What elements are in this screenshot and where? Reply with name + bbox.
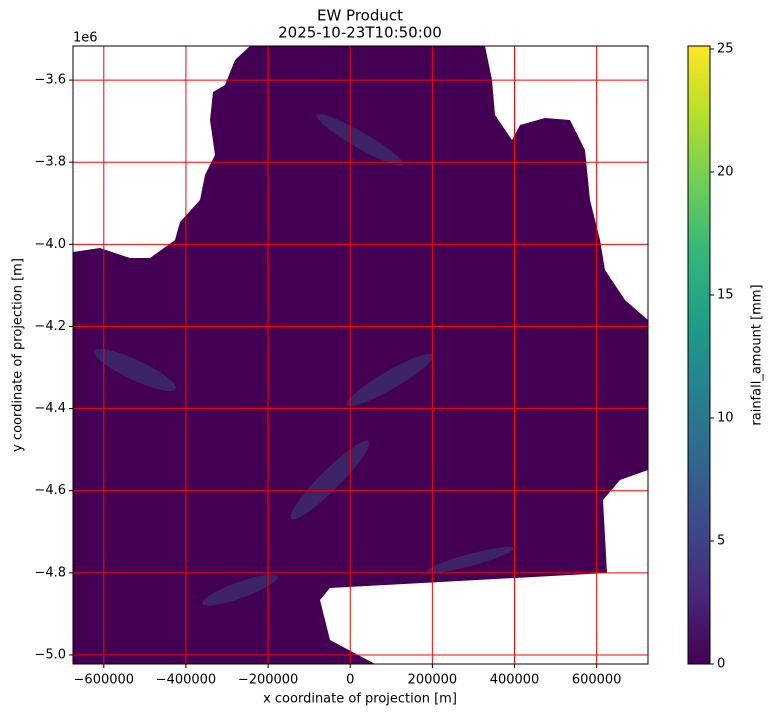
- x-tick-label: 0: [346, 673, 354, 688]
- chart-title: EW Product: [317, 7, 403, 25]
- colorbar-tick-label: 5: [717, 533, 725, 548]
- x-tick-label: 600000: [572, 673, 622, 688]
- plot-frame: [72, 45, 649, 665]
- y-tick-label: −5.0: [34, 647, 66, 662]
- y-tick-label: −4.8: [34, 565, 66, 580]
- y-axis-label: y coordinate of projection [m]: [11, 258, 26, 452]
- x-tick-label: 400000: [490, 673, 540, 688]
- y-tick-label: −3.6: [34, 73, 66, 88]
- y-offset-label: 1e6: [73, 31, 98, 46]
- colorbar-label: rainfall_amount [mm]: [750, 284, 765, 425]
- x-tick-label: −200000: [238, 673, 299, 688]
- colorbar-tick-label: 10: [717, 410, 734, 425]
- y-tick-label: −4.2: [34, 319, 66, 334]
- colorbar-tick-label: 20: [717, 164, 734, 179]
- radar-image: [73, 46, 648, 664]
- x-tick-label: −400000: [156, 673, 217, 688]
- x-axis-label: x coordinate of projection [m]: [263, 692, 457, 707]
- y-tick-label: −4.4: [34, 401, 66, 416]
- colorbar-tick-label: 15: [717, 287, 734, 302]
- y-tick-label: −4.0: [34, 237, 66, 252]
- colorbar-tick-label: 25: [717, 41, 734, 56]
- coverage-area: [73, 46, 648, 664]
- colorbar: [687, 45, 711, 665]
- y-tick-label: −4.6: [34, 483, 66, 498]
- colorbar-tick-label: 0: [717, 657, 725, 672]
- y-tick-label: −3.8: [34, 155, 66, 170]
- x-tick-label: −600000: [74, 673, 135, 688]
- chart-subtitle: 2025-10-23T10:50:00: [278, 24, 442, 42]
- x-tick-label: 200000: [408, 673, 458, 688]
